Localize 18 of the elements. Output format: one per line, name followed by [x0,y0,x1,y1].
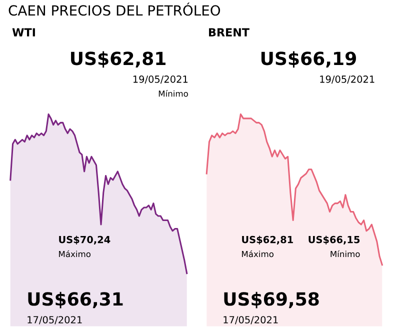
annotation: US$70,24 [59,236,110,245]
annotation: US$66,31 [28,292,123,308]
chart-subtitle: BRENT [209,28,250,36]
text: US$62,81 [71,51,166,68]
annotation: Máximo [242,250,274,258]
text: 19/05/2021 [133,76,188,84]
chart-title: CAEN PRECIOS DEL PETRÓLEO [8,2,220,16]
annotation: Mínimo [330,250,360,258]
annotation: Máximo [59,250,91,258]
annotation: 17/05/2021 [28,316,82,324]
annotation: US$69,58 [224,292,319,308]
annotation: US$66,15 [308,236,360,245]
text: US$66,19 [261,51,356,68]
annotation: 17/05/2021 [224,316,278,324]
annotation: US$62,81 [242,236,293,245]
text: Mínimo [158,90,188,97]
text: 19/05/2021 [320,76,374,84]
chart-subtitle: WTI [12,28,35,36]
